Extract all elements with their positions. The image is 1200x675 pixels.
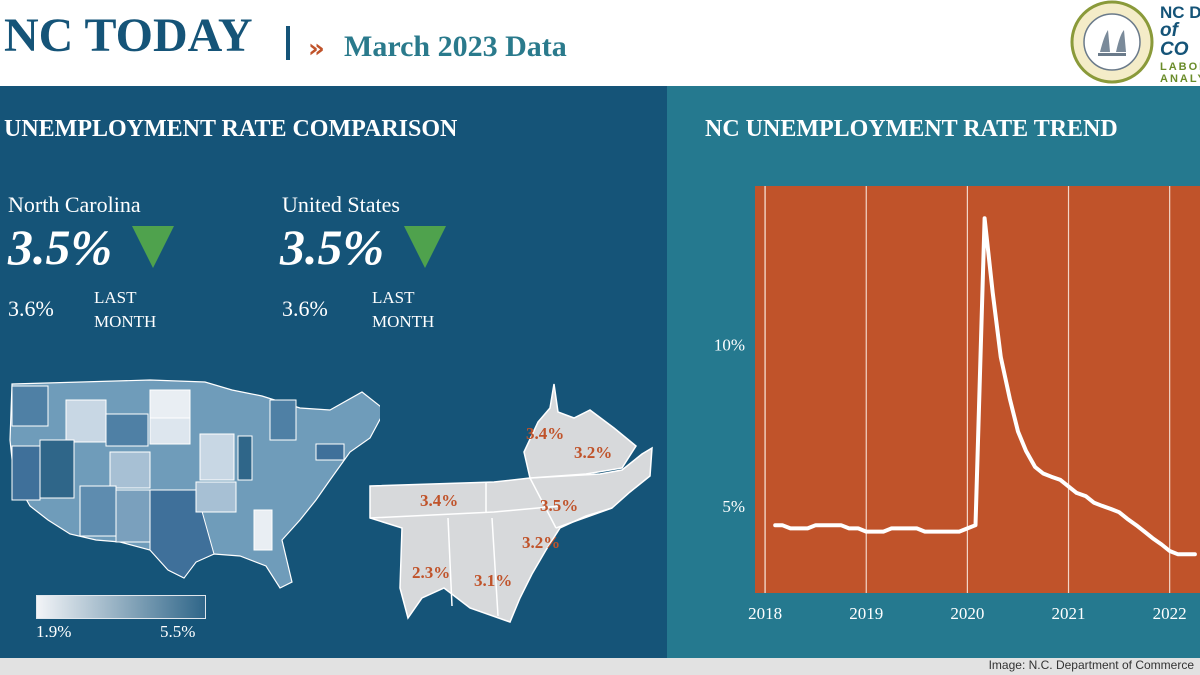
color-scale-legend <box>36 595 206 619</box>
southeast-region-map: 3.4% 3.2% 3.4% 3.5% 3.2% 2.3% 3.1% <box>369 383 653 623</box>
header: NC TODAY » March 2023 Data NC D of CO LA… <box>0 0 1200 86</box>
trend-chart: 2018 2019 2020 2021 2022 5% 10% <box>714 186 1200 623</box>
map-label: 3.2% <box>574 443 612 462</box>
us-last-month-label: LAST MONTH <box>372 288 435 331</box>
x-tick-label: 2022 <box>1153 604 1187 623</box>
down-triangle-icon <box>132 226 174 268</box>
us-rate-value: 3.5% <box>280 219 385 275</box>
x-tick-label: 2019 <box>849 604 883 623</box>
department-logo-text: NC D of CO LABOR ANALY <box>1160 3 1200 85</box>
legend-min-label: 1.9% <box>36 622 72 641</box>
y-tick-label: 5% <box>722 497 745 516</box>
map-label: 2.3% <box>412 563 450 582</box>
x-tick-label: 2018 <box>748 604 782 623</box>
trend-title: NC UNEMPLOYMENT RATE TREND <box>705 116 1118 142</box>
map-label: 3.1% <box>474 571 512 590</box>
x-tick-label: 2020 <box>950 604 984 623</box>
comparison-panel: UNEMPLOYMENT RATE COMPARISON North Carol… <box>0 86 667 658</box>
page-subtitle: March 2023 Data <box>344 30 567 63</box>
x-tick-label: 2021 <box>1052 604 1086 623</box>
map-label: 3.4% <box>420 491 458 510</box>
map-label: 3.4% <box>526 424 564 443</box>
us-choropleth-map <box>9 379 380 589</box>
comparison-title: UNEMPLOYMENT RATE COMPARISON <box>4 116 458 142</box>
nc-rate-value: 3.5% <box>8 219 113 275</box>
footer: Image: N.C. Department of Commerce <box>0 658 1200 675</box>
state-seal-logo <box>1070 0 1154 84</box>
us-label: United States <box>282 192 400 217</box>
nc-last-month-value: 3.6% <box>8 296 54 321</box>
us-last-month-value: 3.6% <box>282 296 328 321</box>
legend-max-label: 5.5% <box>160 622 196 641</box>
nc-last-month-label: LAST MONTH <box>94 288 157 331</box>
page-title: NC TODAY <box>4 9 253 62</box>
y-tick-label: 10% <box>714 335 745 354</box>
plot-area <box>755 186 1200 593</box>
down-triangle-icon <box>404 226 446 268</box>
image-credit: Image: N.C. Department of Commerce <box>988 658 1194 672</box>
chevron-right-icon: » <box>308 34 325 64</box>
map-label: 3.2% <box>522 533 560 552</box>
title-divider <box>286 26 290 60</box>
nc-label: North Carolina <box>8 192 141 217</box>
map-label: 3.5% <box>540 496 578 515</box>
series-line <box>773 216 1197 557</box>
